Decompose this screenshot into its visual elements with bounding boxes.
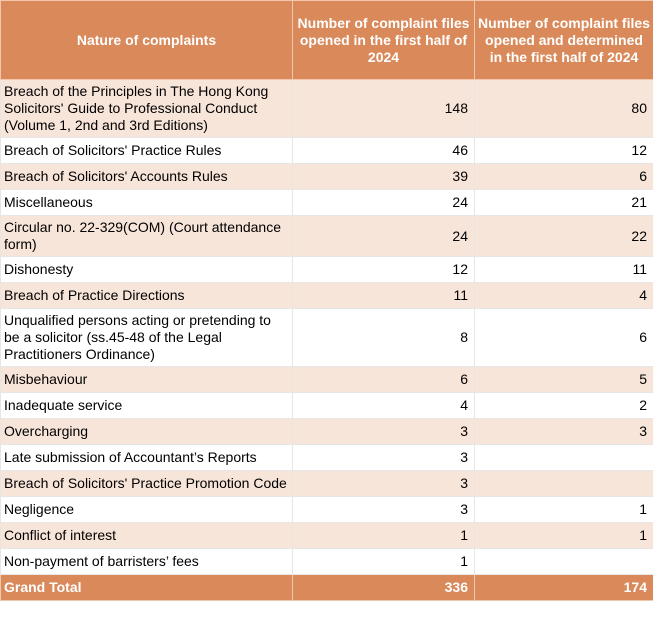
number-cell: 336 — [292, 574, 475, 601]
number-cell: 174 — [474, 574, 653, 601]
label-cell: Grand Total — [0, 574, 293, 601]
table-row: Miscellaneous 24 21 — [0, 189, 653, 216]
label-cell: Breach of Solicitors' Accounts Rules — [0, 163, 293, 190]
number-cell — [474, 470, 653, 497]
table-row: Non-payment of barristers’ fees 1 — [0, 548, 653, 575]
label-cell: Breach of Practice Directions — [0, 282, 293, 309]
number-cell: 46 — [292, 137, 475, 164]
complaints-table: Nature of complaints Number of complaint… — [0, 0, 653, 601]
table-row: Dishonesty 12 11 — [0, 256, 653, 283]
number-cell: 24 — [292, 189, 475, 216]
number-cell: 24 — [292, 215, 475, 257]
number-cell: 148 — [292, 79, 475, 138]
table-row: Breach of the Principles in The Hong Kon… — [0, 79, 653, 138]
label-cell: Non-payment of barristers’ fees — [0, 548, 293, 575]
number-cell: 4 — [474, 282, 653, 309]
number-cell: 2 — [474, 392, 653, 419]
number-cell: 8 — [292, 308, 475, 367]
number-cell: 22 — [474, 215, 653, 257]
label-cell: Overcharging — [0, 418, 293, 445]
label-cell: Inadequate service — [0, 392, 293, 419]
number-cell: 1 — [292, 548, 475, 575]
header-cell: Number of complaint files opened in the … — [292, 0, 475, 80]
number-cell: 5 — [474, 366, 653, 393]
number-cell: 1 — [474, 522, 653, 549]
table-body: Breach of the Principles in The Hong Kon… — [0, 79, 653, 601]
number-cell: 4 — [292, 392, 475, 419]
table-row: Grand Total 336 174 — [0, 574, 653, 601]
number-cell: 21 — [474, 189, 653, 216]
number-cell: 11 — [292, 282, 475, 309]
label-cell: Circular no. 22-329(COM) (Court attendan… — [0, 215, 293, 257]
table-row: Negligence 3 1 — [0, 496, 653, 523]
table-row: Circular no. 22-329(COM) (Court attendan… — [0, 215, 653, 257]
table-row: Overcharging 3 3 — [0, 418, 653, 445]
label-cell: Breach of Solicitors' Practice Rules — [0, 137, 293, 164]
number-cell: 1 — [474, 496, 653, 523]
table-row: Misbehaviour 6 5 — [0, 366, 653, 393]
header-cell: Nature of complaints — [0, 0, 293, 80]
number-cell: 3 — [292, 470, 475, 497]
number-cell: 1 — [292, 522, 475, 549]
label-cell: Breach of Solicitors' Practice Promotion… — [0, 470, 293, 497]
number-cell — [474, 548, 653, 575]
label-cell: Unqualified persons acting or pretending… — [0, 308, 293, 367]
number-cell: 3 — [292, 496, 475, 523]
number-cell: 12 — [292, 256, 475, 283]
label-cell: Misbehaviour — [0, 366, 293, 393]
number-cell: 39 — [292, 163, 475, 190]
label-cell: Conflict of interest — [0, 522, 293, 549]
table-row: Unqualified persons acting or pretending… — [0, 308, 653, 367]
table-row: Breach of Solicitors' Practice Promotion… — [0, 470, 653, 497]
number-cell: 3 — [474, 418, 653, 445]
number-cell: 12 — [474, 137, 653, 164]
table-row: Conflict of interest 1 1 — [0, 522, 653, 549]
table-row: Breach of Solicitors' Accounts Rules 39 6 — [0, 163, 653, 190]
label-cell: Late submission of Accountant’s Reports — [0, 444, 293, 471]
table-row: Inadequate service 4 2 — [0, 392, 653, 419]
table-row: Breach of Solicitors' Practice Rules 46 12 — [0, 137, 653, 164]
number-cell: 6 — [292, 366, 475, 393]
label-cell: Miscellaneous — [0, 189, 293, 216]
number-cell: 6 — [474, 163, 653, 190]
table-row: Breach of Practice Directions 11 4 — [0, 282, 653, 309]
number-cell: 6 — [474, 308, 653, 367]
label-cell: Breach of the Principles in The Hong Kon… — [0, 79, 293, 138]
number-cell: 3 — [292, 418, 475, 445]
number-cell: 80 — [474, 79, 653, 138]
label-cell: Negligence — [0, 496, 293, 523]
number-cell: 3 — [292, 444, 475, 471]
header-row: Nature of complaints Number of complaint… — [0, 0, 653, 80]
table-row: Late submission of Accountant’s Reports 3 — [0, 444, 653, 471]
label-cell: Dishonesty — [0, 256, 293, 283]
number-cell — [474, 444, 653, 471]
header-cell: Number of complaint files opened and det… — [474, 0, 653, 80]
number-cell: 11 — [474, 256, 653, 283]
